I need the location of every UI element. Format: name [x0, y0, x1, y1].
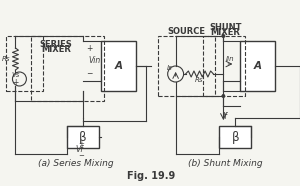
Text: −: − — [86, 70, 92, 78]
Bar — [67, 126, 99, 148]
Text: Fig. 19.9: Fig. 19.9 — [127, 171, 175, 181]
Text: +: + — [78, 141, 84, 147]
Text: Rs: Rs — [195, 77, 204, 83]
Text: β: β — [79, 131, 87, 144]
Text: Rs: Rs — [2, 56, 10, 62]
Circle shape — [222, 35, 224, 37]
Text: SHUNT: SHUNT — [209, 23, 242, 31]
Text: If: If — [223, 111, 228, 121]
Text: Vf: Vf — [75, 145, 83, 155]
Bar — [5, 36, 43, 91]
Text: Is: Is — [167, 65, 172, 71]
Text: (a) Series Mixing: (a) Series Mixing — [38, 160, 114, 169]
Text: A: A — [254, 61, 262, 71]
Text: (b) Shunt Mixing: (b) Shunt Mixing — [188, 160, 263, 169]
Bar — [240, 41, 275, 91]
Text: −: − — [78, 153, 84, 159]
Bar — [32, 36, 104, 101]
Text: β: β — [232, 131, 239, 144]
Bar — [101, 41, 136, 91]
Bar — [219, 126, 251, 148]
Text: SOURCE: SOURCE — [168, 26, 206, 36]
Text: +: + — [86, 44, 92, 52]
Text: +: + — [12, 78, 19, 86]
Text: Vin: Vin — [88, 55, 100, 65]
Bar — [203, 36, 245, 96]
Text: Vs: Vs — [11, 72, 20, 78]
Text: MIXER: MIXER — [41, 44, 71, 54]
Bar — [158, 36, 215, 96]
Text: Iin: Iin — [226, 56, 235, 62]
Text: MIXER: MIXER — [210, 28, 240, 36]
Circle shape — [222, 95, 224, 97]
Text: SERIES: SERIES — [40, 39, 73, 49]
Text: A: A — [114, 61, 122, 71]
